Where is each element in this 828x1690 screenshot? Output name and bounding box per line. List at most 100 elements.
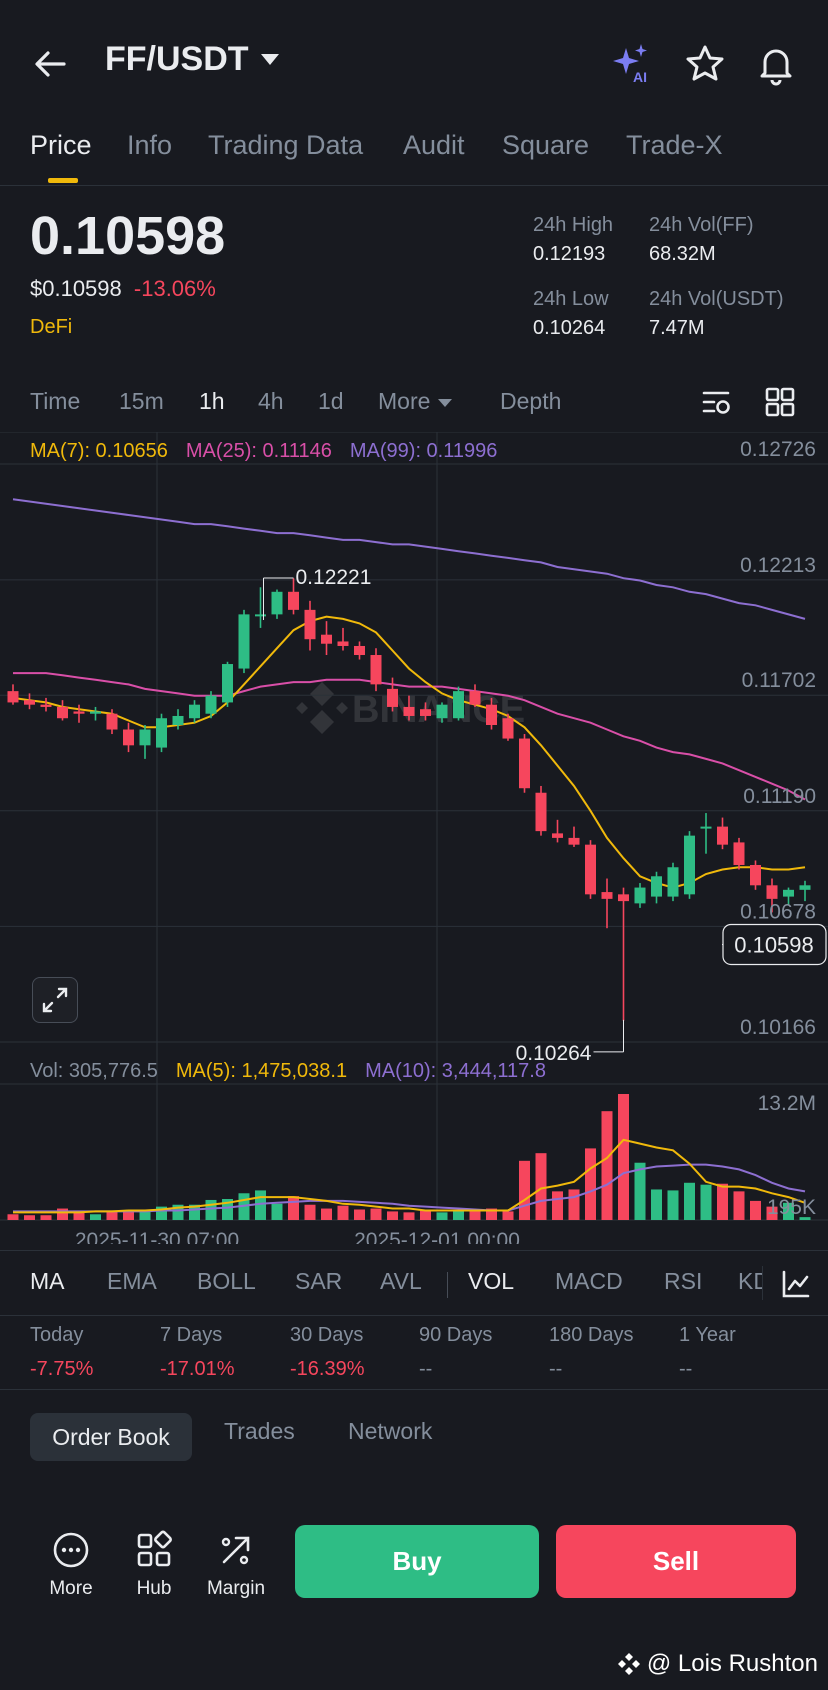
candle-body — [651, 876, 662, 897]
indicator-bar — [0, 1250, 828, 1316]
indicator-chart-icon[interactable] — [780, 1268, 812, 1305]
vol-ff-value: 68.32M — [649, 243, 716, 265]
tab-audit[interactable]: Audit — [403, 130, 465, 160]
last-price-box — [722, 923, 827, 966]
ai-sparkle-icon[interactable]: AI — [610, 42, 654, 86]
interval-15m[interactable]: 15m — [119, 388, 164, 414]
volume-bar — [502, 1211, 514, 1220]
interval-1h[interactable]: 1h — [199, 388, 225, 414]
indicator-avl[interactable]: AVL — [380, 1268, 422, 1294]
candle-body — [618, 894, 629, 902]
tab-price[interactable]: Price — [30, 130, 92, 160]
candle-body — [288, 591, 299, 610]
tab-trade-x[interactable]: Trade-X — [626, 130, 723, 160]
indicator-vol[interactable]: VOL — [468, 1268, 515, 1294]
volume-bar — [766, 1206, 778, 1220]
candle-body — [799, 885, 811, 890]
low-label: 24h Low — [533, 288, 609, 310]
volume-axis-label: 195K — [767, 1196, 816, 1219]
active-tab-indicator — [48, 178, 78, 183]
category-tag[interactable]: DeFi — [30, 316, 73, 338]
candle-body — [337, 641, 349, 646]
indicator-rsi[interactable]: RSI — [664, 1268, 703, 1294]
binance-logo-icon — [617, 1653, 640, 1675]
candle-body — [7, 691, 19, 703]
candle-body — [255, 614, 266, 617]
interval-1d[interactable]: 1d — [318, 388, 344, 414]
chart-grid — [0, 432, 828, 1221]
tab-trading-data[interactable]: Trading Data — [208, 130, 364, 160]
fullscreen-button[interactable] — [32, 977, 78, 1023]
tab-network[interactable]: Network — [348, 1418, 433, 1444]
interval-4h[interactable]: 4h — [258, 388, 284, 414]
tab-info[interactable]: Info — [127, 130, 173, 160]
volume-bar — [57, 1208, 68, 1220]
volume-bar — [123, 1210, 134, 1220]
margin-button[interactable]: Margin — [196, 1530, 276, 1600]
volume-bar — [601, 1111, 613, 1220]
volume-bar — [634, 1162, 646, 1220]
tab-square[interactable]: Square — [502, 130, 590, 160]
volume-bar — [40, 1215, 52, 1220]
vol-ma5-line — [13, 1138, 806, 1214]
candle-body — [585, 844, 596, 895]
volume-bar — [717, 1183, 728, 1220]
hub-icon — [137, 1530, 172, 1567]
bell-icon[interactable] — [754, 42, 798, 86]
indicator-sar[interactable]: SAR — [295, 1268, 343, 1294]
indicator-kd[interactable]: KD — [738, 1268, 762, 1294]
tab-order-book[interactable]: Order Book — [30, 1413, 192, 1461]
vol-ff-label: 24h Vol(FF) — [649, 214, 754, 236]
buy-button[interactable]: Buy — [295, 1525, 539, 1598]
candle-body — [139, 729, 151, 746]
watermark: @ Lois Rushton — [615, 1650, 818, 1678]
indicator-ma[interactable]: MA — [30, 1268, 65, 1294]
volume-bar — [552, 1191, 563, 1220]
watermark-text: @ Lois Rushton — [646, 1650, 818, 1677]
layout-grid-icon[interactable] — [763, 385, 797, 424]
indicator-ema[interactable]: EMA — [107, 1268, 157, 1294]
chart-settings-icon[interactable] — [700, 385, 734, 424]
pair-selector[interactable]: FF/USDT — [105, 40, 279, 79]
candle-body — [601, 892, 613, 899]
volume-bar — [172, 1204, 184, 1220]
volume-bar — [304, 1204, 316, 1220]
pair-label: FF/USDT — [105, 40, 249, 78]
volume-bar — [139, 1209, 151, 1220]
hub-button[interactable]: Hub — [114, 1530, 194, 1600]
back-arrow-icon[interactable] — [30, 44, 70, 84]
kline-chart[interactable]: BINANCE 0.127260.122130.117020.111900.10… — [0, 432, 828, 1244]
low-marker-label: 0.10264 — [516, 1042, 592, 1065]
more-button[interactable]: More — [31, 1530, 111, 1600]
perf-7d-value: -17.01% — [160, 1358, 235, 1380]
perf-today-value: -7.75% — [30, 1358, 94, 1380]
interval-time[interactable]: Time — [30, 388, 81, 414]
star-icon[interactable] — [683, 42, 727, 86]
price-axis-label: 0.11190 — [743, 785, 816, 808]
candle-body — [172, 715, 184, 726]
section-divider — [0, 1389, 828, 1390]
candle-body — [436, 704, 448, 719]
volume-bar — [469, 1209, 481, 1220]
interval-more[interactable]: More — [378, 388, 453, 415]
indicator-macd[interactable]: MACD — [555, 1268, 623, 1294]
depth-tab[interactable]: Depth — [500, 388, 562, 414]
candle-body — [123, 729, 134, 746]
high-value: 0.12193 — [533, 243, 606, 265]
vol-ma10-legend: MA(10): 3,444,117.8 — [365, 1060, 546, 1082]
ma25-legend: MA(25): 0.11146 — [185, 440, 332, 462]
indicator-boll[interactable]: BOLL — [197, 1268, 256, 1294]
sell-button[interactable]: Sell — [556, 1525, 796, 1598]
ma25-line — [13, 672, 806, 801]
candle-body — [205, 695, 217, 714]
tab-trades[interactable]: Trades — [224, 1418, 295, 1444]
volume-bar — [667, 1190, 679, 1220]
caret-down-icon — [438, 398, 453, 407]
ma7-legend: MA(7): 0.10656 — [30, 440, 168, 462]
volume-bar — [255, 1190, 266, 1220]
ai-label: AI — [633, 69, 647, 85]
high-label: 24h High — [533, 214, 614, 236]
price-axis-label: 0.10678 — [740, 900, 816, 923]
volume-bar — [156, 1206, 167, 1220]
candle-body — [535, 792, 547, 832]
